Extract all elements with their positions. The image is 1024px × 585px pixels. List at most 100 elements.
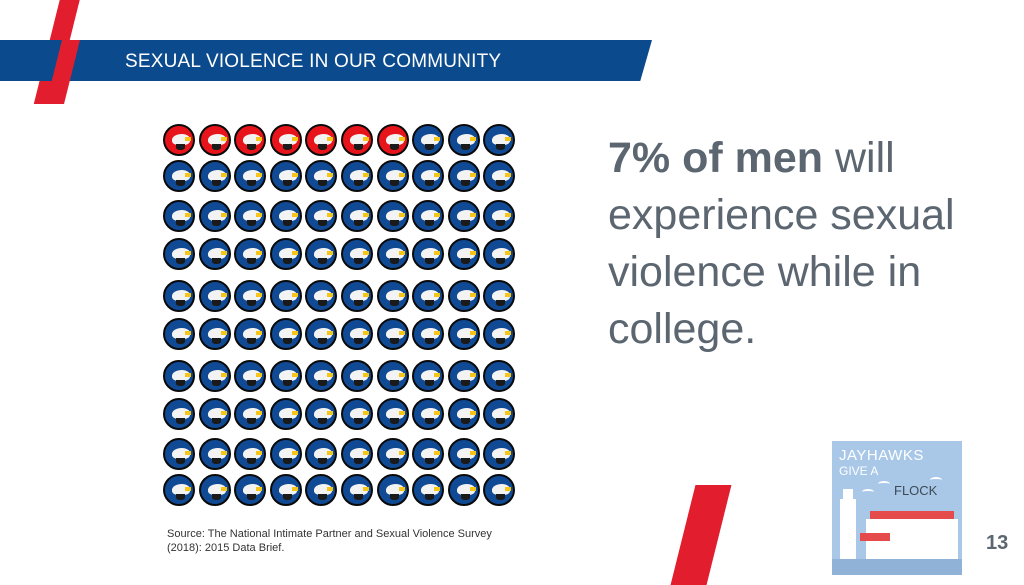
jayhawk-icon xyxy=(412,280,445,312)
jayhawk-icon xyxy=(376,160,409,192)
jayhawk-icon xyxy=(483,474,516,506)
icon-grid xyxy=(160,120,520,510)
jayhawk-icon xyxy=(341,438,373,470)
jayhawk-icon xyxy=(269,398,302,430)
jayhawk-icon xyxy=(376,360,409,392)
jayhawk-icon xyxy=(269,200,302,232)
jayhawk-icon xyxy=(412,398,445,430)
title-banner xyxy=(0,40,652,81)
jayhawk-icon xyxy=(305,398,338,430)
jayhawk-icon xyxy=(163,160,195,192)
hall-wing-roof-icon xyxy=(860,533,890,541)
jayhawk-icon xyxy=(234,280,267,312)
statistic-emphasis: 7% of men xyxy=(608,134,824,182)
jayhawk-icon xyxy=(198,124,231,156)
jayhawk-icon xyxy=(198,160,231,192)
jayhawk-icon xyxy=(269,360,302,392)
jayhawk-icon xyxy=(269,318,302,350)
jayhawk-icon xyxy=(305,200,338,232)
jayhawk-icon xyxy=(163,474,195,506)
jayhawk-icon xyxy=(234,124,267,156)
red-slash-decoration-bottom xyxy=(670,485,732,585)
jayhawk-icon xyxy=(412,200,445,232)
jayhawk-icon xyxy=(447,238,480,270)
jayhawk-icon xyxy=(376,398,409,430)
jayhawk-icon xyxy=(341,474,373,506)
jayhawk-icon xyxy=(163,438,195,470)
hall-roof-icon xyxy=(870,511,954,521)
jayhawk-icon xyxy=(163,238,195,270)
campanile-top-icon xyxy=(843,489,853,501)
jayhawk-icon xyxy=(341,238,373,270)
jayhawk-icon xyxy=(234,398,267,430)
jayhawk-icon xyxy=(447,200,480,232)
jayhawk-icon xyxy=(483,398,516,430)
slide-title: SEXUAL VIOLENCE IN OUR COMMUNITY xyxy=(125,51,502,72)
statistic-rest: will experience sexual violence while in… xyxy=(608,134,955,353)
jayhawk-icon xyxy=(234,438,267,470)
jayhawk-icon xyxy=(483,124,516,156)
jayhawk-icon xyxy=(447,474,480,506)
jayhawk-icon xyxy=(269,438,302,470)
jayhawk-icon xyxy=(269,474,302,506)
page-number: 13 xyxy=(986,532,1009,554)
jayhawk-icon xyxy=(305,280,338,312)
jayhawk-icon xyxy=(447,160,480,192)
gull-icon xyxy=(878,481,890,487)
jayhawk-icon xyxy=(447,280,480,312)
jayhawk-icon xyxy=(269,124,302,156)
jayhawk-icon xyxy=(198,474,231,506)
source-citation: Source: The National Intimate Partner an… xyxy=(167,528,492,554)
jayhawk-icon xyxy=(376,200,409,232)
jayhawk-icon xyxy=(234,474,267,506)
jayhawk-icon xyxy=(412,438,445,470)
jayhawk-icon xyxy=(198,318,231,350)
jayhawk-icon xyxy=(305,438,338,470)
gull-icon xyxy=(930,477,942,483)
jayhawk-icon xyxy=(341,124,373,156)
jayhawk-icon xyxy=(163,124,195,156)
jayhawk-icon xyxy=(483,280,516,312)
jayhawk-icon xyxy=(483,318,516,350)
jayhawk-icon xyxy=(412,360,445,392)
jayhawk-icon xyxy=(198,238,231,270)
jayhawk-icon xyxy=(341,360,373,392)
campanile-icon xyxy=(840,499,856,575)
jayhawk-icon xyxy=(412,238,445,270)
jayhawk-icon xyxy=(305,360,338,392)
jayhawk-icon xyxy=(341,200,373,232)
jayhawk-icon xyxy=(269,238,302,270)
jayhawk-icon xyxy=(341,160,373,192)
jayhawk-icon xyxy=(376,438,409,470)
jayhawk-icon xyxy=(447,398,480,430)
jayhawk-icon xyxy=(234,160,267,192)
jayhawk-icon xyxy=(234,238,267,270)
jayhawk-icon xyxy=(305,124,338,156)
jayhawk-icon xyxy=(341,318,373,350)
jayhawk-icon xyxy=(269,280,302,312)
jayhawk-icon xyxy=(412,474,445,506)
jayhawk-icon xyxy=(447,318,480,350)
jayhawk-icon xyxy=(376,280,409,312)
logo-ground xyxy=(832,559,962,575)
logo-line-3: FLOCK xyxy=(894,483,938,498)
jayhawk-icon xyxy=(341,398,373,430)
jayhawk-icon xyxy=(163,318,195,350)
jayhawk-icon xyxy=(163,360,195,392)
gull-icon xyxy=(862,489,874,495)
jayhawk-icon xyxy=(376,318,409,350)
jayhawk-icon xyxy=(305,160,338,192)
jayhawk-icon xyxy=(305,238,338,270)
jayhawk-icon xyxy=(163,200,195,232)
jayhawks-give-a-flock-logo: JAYHAWKS GIVE A FLOCK xyxy=(832,441,962,575)
jayhawk-icon xyxy=(198,438,231,470)
jayhawk-icon xyxy=(376,474,409,506)
jayhawk-icon xyxy=(483,160,516,192)
jayhawk-icon xyxy=(234,200,267,232)
jayhawk-icon xyxy=(198,200,231,232)
jayhawk-icon xyxy=(483,238,516,270)
jayhawk-icon xyxy=(269,160,302,192)
jayhawk-icon xyxy=(341,280,373,312)
jayhawk-icon xyxy=(198,280,231,312)
jayhawk-icon xyxy=(483,360,516,392)
